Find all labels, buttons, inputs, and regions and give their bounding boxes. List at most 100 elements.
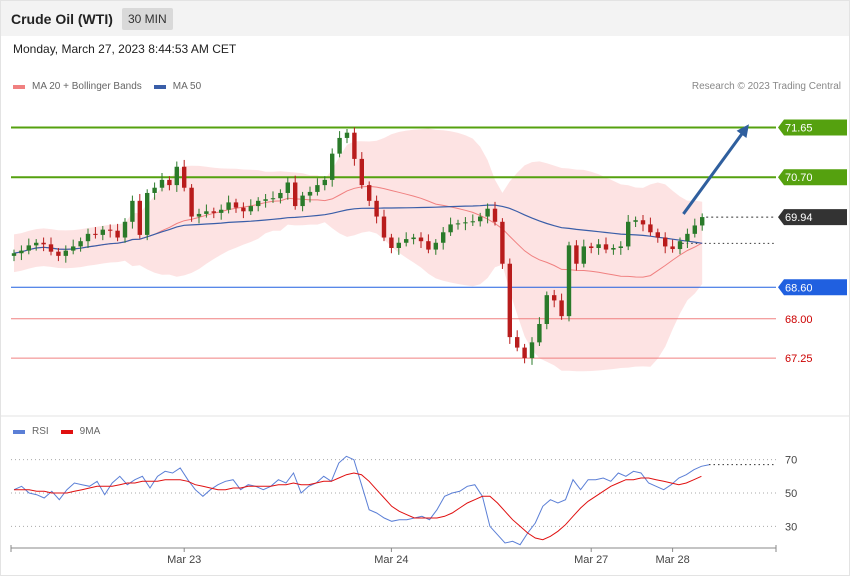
candle-body [433,242,438,250]
candle-body [293,182,298,207]
candle-body [300,195,305,207]
candle-body [618,246,623,248]
rsi-swatch [13,429,25,434]
candle-body [337,137,342,154]
forecast-arrow-head [736,124,749,138]
candle-body [159,179,165,188]
candle-body [589,246,594,248]
rsi-level-label: 50 [785,488,797,500]
legend-rsi: RSI [13,426,49,437]
legend-rsi-label: RSI [32,426,49,437]
candle-body [515,337,520,348]
candle-body [26,245,31,251]
candle-body [256,200,261,207]
candle-body [56,251,61,256]
candle-body [137,200,142,235]
candle-body [211,211,216,213]
candle-body [470,221,475,223]
candle-body [581,246,586,264]
level-label-box-68.60 [778,279,847,296]
candle-body [152,187,157,193]
candle-body [677,241,683,250]
candle-body [189,187,194,217]
candle-body [93,233,98,235]
candle-body [603,244,609,250]
legend-ma50: MA 50 [153,81,201,92]
candle-body [685,233,690,242]
candle-body [663,237,668,247]
candle-body [71,246,76,251]
candle-body [485,208,490,217]
candle-body [411,237,416,240]
rsi-ma-line [14,472,702,541]
candle-body [507,263,512,338]
candle-body [396,242,401,248]
price-legend: MA 20 + Bollinger Bands MA 50 [13,81,213,92]
candle-body [315,185,320,192]
candle-body [359,158,364,186]
candle-body [670,246,675,250]
x-tick-label: Mar 27 [574,554,608,566]
candle-body [492,208,498,222]
ma20-swatch [13,84,25,89]
candle-body [78,241,83,247]
candle-body [367,185,372,201]
candle-body [204,211,209,214]
candle-body [182,166,187,188]
candle-body [463,222,468,224]
candle-body [63,250,68,256]
candle-body [278,192,283,199]
candle-body [478,216,483,222]
candle-body [108,229,113,231]
level-label-box-71.65 [778,119,847,136]
chart-header: Crude Oil (WTI) 30 MIN [1,1,849,36]
candle-body [219,209,224,213]
candle-body [100,229,105,235]
ma50-line [13,204,703,254]
ma50-swatch [153,84,166,89]
level-label: 70.70 [785,172,813,184]
rsi-line [13,455,710,546]
candle-body [307,191,313,196]
candle-body [566,245,572,317]
candle-body [500,221,505,264]
candle-body [248,206,253,212]
candle-body [611,248,616,250]
x-tick-label: Mar 23 [167,554,201,566]
candle-body [41,242,46,245]
candle-body [655,232,660,238]
level-label: 71.65 [785,122,813,134]
rsi-level-label: 70 [785,455,797,467]
candle-body [174,166,179,186]
candle-body [537,324,542,343]
candle-body [640,220,646,225]
candle-body [389,237,394,248]
candle-body [352,132,357,159]
x-tick-label: Mar 28 [655,554,689,566]
candle-body [85,233,91,242]
candle-body [441,232,446,243]
candle-body [122,221,128,238]
timestamp: Monday, March 27, 2023 8:44:53 AM CET [13,42,237,56]
interval-badge[interactable]: 30 MIN [122,8,173,30]
forecast-arrow-shaft [682,126,748,215]
candle-body [418,237,424,242]
level-label-box-69.94 [778,209,847,226]
candle-body [544,295,549,324]
candle-body [559,300,564,317]
candle-body [552,295,557,301]
candle-body [34,242,39,246]
legend-ma20-bollinger: MA 20 + Bollinger Bands [13,81,142,92]
level-label-box-70.70 [778,169,847,186]
candle-body [167,179,172,186]
candle-body [692,225,697,234]
candle-body [700,217,705,226]
candle-body [226,202,231,210]
candle-body [330,153,335,180]
candle-body [596,244,601,248]
candle-body [130,200,135,222]
candle-body [426,241,431,250]
legend-9ma: 9MA [60,426,100,437]
level-label: 68.00 [785,314,813,326]
